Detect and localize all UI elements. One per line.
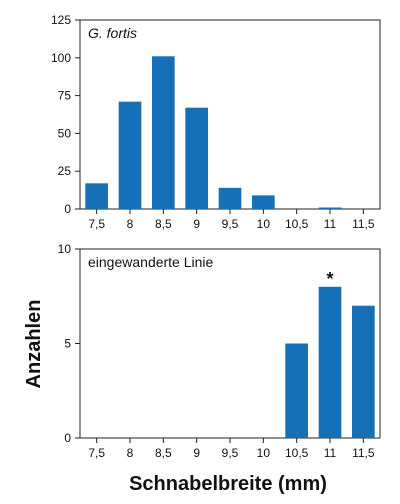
significance-asterisk: * <box>326 269 333 289</box>
y-tick-label: 0 <box>64 202 71 216</box>
x-tick-label: 10,5 <box>285 446 309 460</box>
y-tick-label: 100 <box>51 51 71 65</box>
x-tick-label: 10 <box>257 217 271 231</box>
x-tick-label: 9 <box>193 446 200 460</box>
y-tick-label: 50 <box>58 126 72 140</box>
bar <box>285 343 308 438</box>
x-tick-label: 11 <box>324 446 337 460</box>
x-tick-label: 8,5 <box>155 217 172 231</box>
x-tick-label: 9,5 <box>222 446 239 460</box>
y-tick-label: 10 <box>58 242 72 256</box>
panel-label: eingewanderte Linie <box>88 254 214 270</box>
bar <box>185 107 208 209</box>
y-tick-label: 5 <box>64 337 71 351</box>
x-tick-label: 9,5 <box>222 217 239 231</box>
bar <box>318 286 342 438</box>
bottom-panel: 0 5 10 7,5 8 8,5 9 9,5 10 10,5 11 11,5 eingewanderte… <box>58 242 381 460</box>
x-tick-label: 8,5 <box>155 446 172 460</box>
top-panel: 0 25 50 75 100 125 7,5 8 8,5 9 9,5 10 10,5 11 11,5 G. f… <box>51 13 381 231</box>
x-tick-label: 7,5 <box>88 217 105 231</box>
bar <box>318 207 342 209</box>
x-tick-label: 11 <box>324 217 337 231</box>
x-tick-label: 11,5 <box>352 217 375 231</box>
bar <box>85 183 108 209</box>
x-axis-title: Schnabelbreite (mm) <box>129 473 327 495</box>
panel-label: G. fortis <box>88 25 137 41</box>
x-tick-label: 8 <box>127 446 134 460</box>
x-tick-label: 8 <box>127 217 134 231</box>
bar <box>218 187 242 209</box>
x-tick-label: 11,5 <box>352 446 375 460</box>
x-tick-label: 10,5 <box>285 217 309 231</box>
y-axis-title: Anzahlen <box>23 300 45 389</box>
x-tick-label: 9 <box>193 217 200 231</box>
y-tick-label: 0 <box>64 431 71 445</box>
y-tick-label: 75 <box>58 89 72 103</box>
x-tick-label: 7,5 <box>88 446 105 460</box>
y-tick-label: 25 <box>58 164 72 178</box>
y-tick-label: 125 <box>51 13 71 27</box>
bar <box>352 305 375 438</box>
bar <box>118 101 142 209</box>
bar <box>152 56 175 210</box>
bar <box>252 195 275 209</box>
x-tick-label: 10 <box>257 446 271 460</box>
